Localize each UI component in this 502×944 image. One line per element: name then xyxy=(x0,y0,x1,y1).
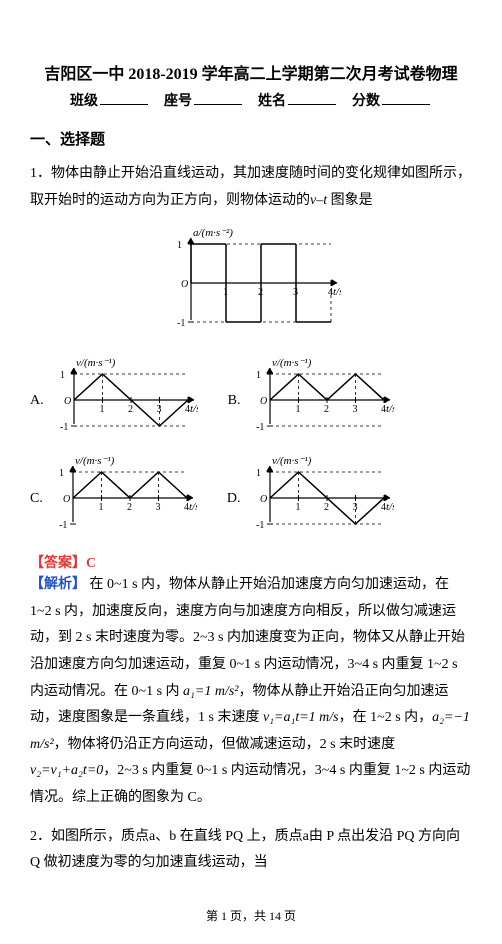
svg-text:v/(m·s⁻¹): v/(m·s⁻¹) xyxy=(272,455,312,467)
svg-text:v/(m·s⁻¹): v/(m·s⁻¹) xyxy=(76,357,116,369)
choice-a-label: A. xyxy=(30,393,44,409)
svg-text:4: 4 xyxy=(328,287,333,298)
svg-text:v/(m·s⁻¹): v/(m·s⁻¹) xyxy=(272,357,312,369)
svg-text:1: 1 xyxy=(59,468,64,479)
q1-var: v–t xyxy=(310,193,327,208)
svg-text:O: O xyxy=(260,396,267,407)
seat-blank xyxy=(194,90,242,105)
svg-text:1: 1 xyxy=(256,468,261,479)
class-label: 班级 xyxy=(70,94,98,109)
svg-text:-1: -1 xyxy=(177,318,185,329)
score-label: 分数 xyxy=(352,94,380,109)
svg-text:4: 4 xyxy=(184,502,189,513)
choice-d-chart: v/(m·s⁻¹) t/s O 1 2 3 4 -1 1 xyxy=(244,454,394,544)
answer-value: C xyxy=(86,556,96,571)
ana-p3: ，在 1~2 s 内， xyxy=(339,710,433,725)
analysis-label: 【解析】 xyxy=(30,577,86,592)
svg-text:a/(m·s⁻²): a/(m·s⁻²) xyxy=(193,227,233,239)
svg-text:2: 2 xyxy=(128,404,133,415)
q1-stem: 物体由静止开始沿直线运动，其加速度随时间的变化规律如图所示，取开始时的运动方向为… xyxy=(30,166,471,208)
q1-top-chart: a/(m·s⁻²)t/sO1234-11 xyxy=(30,226,472,346)
ana-eq1: a₁=1 m/s² xyxy=(183,684,238,699)
choice-row-ab: A. v/(m·s⁻¹) t/s O 1 2 3 4 -1 1 B. v/(m·s⁻¹) t/s O… xyxy=(30,356,472,446)
svg-text:-1: -1 xyxy=(256,520,264,531)
svg-text:3: 3 xyxy=(155,502,160,513)
svg-text:-1: -1 xyxy=(59,520,67,531)
seat-label: 座号 xyxy=(164,94,192,109)
question-2: 2．如图所示，质点a、b 在直线 PQ 上，质点a由 P 点出发沿 PQ 方向向… xyxy=(30,824,472,877)
svg-text:t/s: t/s xyxy=(386,403,394,415)
ana-p4: ，物体将仍沿正方向运动，但做减速运动，2 s 末时速度 xyxy=(54,737,395,752)
svg-text:3: 3 xyxy=(353,404,358,415)
svg-text:1: 1 xyxy=(60,370,65,381)
svg-text:1: 1 xyxy=(296,404,301,415)
name-label: 姓名 xyxy=(258,94,286,109)
choice-b-label: B. xyxy=(228,393,241,409)
ana-p1: 在 0~1 s 内，物体从静止开始沿加速度方向匀加速运动，在 1~2 s 内，加… xyxy=(30,577,465,698)
choice-c-chart: v/(m·s⁻¹) t/s O 1 2 3 4 -1 1 xyxy=(47,454,197,544)
choice-row-cd: C. v/(m·s⁻¹) t/s O 1 2 3 4 -1 1 D. v/(m·s⁻¹) t/s O… xyxy=(30,454,472,544)
section-heading: 一、选择题 xyxy=(30,128,472,149)
svg-text:1: 1 xyxy=(177,240,182,251)
svg-text:-1: -1 xyxy=(60,422,68,433)
svg-text:3: 3 xyxy=(353,502,358,513)
q2-number: 2． xyxy=(30,829,51,844)
svg-text:1: 1 xyxy=(98,502,103,513)
class-blank xyxy=(100,90,148,105)
choice-a-chart: v/(m·s⁻¹) t/s O 1 2 3 4 -1 1 xyxy=(48,356,198,446)
score-blank xyxy=(382,90,430,105)
ana-eq2: v₁=a₁t=1 m/s xyxy=(263,710,339,725)
page-footer: 第 1 页，共 14 页 xyxy=(30,907,472,924)
exam-title: 吉阳区一中 2018-2019 学年高二上学期第二次月考试卷物理 xyxy=(30,60,472,84)
question-1: 1．物体由静止开始沿直线运动，其加速度随时间的变化规律如图所示，取开始时的运动方… xyxy=(30,161,472,214)
answer-label: 【答案】 xyxy=(30,556,86,571)
choice-b-chart: v/(m·s⁻¹) t/s O 1 2 3 4 -1 1 xyxy=(244,356,394,446)
svg-text:O: O xyxy=(181,279,188,290)
svg-text:1: 1 xyxy=(256,370,261,381)
svg-text:2: 2 xyxy=(324,404,329,415)
info-line: 班级 座号 姓名 分数 xyxy=(30,90,472,110)
svg-text:4: 4 xyxy=(381,502,386,513)
q1-number: 1． xyxy=(30,166,51,181)
name-blank xyxy=(288,90,336,105)
choice-d-label: D. xyxy=(227,491,241,507)
svg-text:t/s: t/s xyxy=(189,501,197,513)
svg-text:2: 2 xyxy=(324,502,329,513)
svg-text:-1: -1 xyxy=(256,422,264,433)
svg-text:O: O xyxy=(63,494,70,505)
svg-text:O: O xyxy=(260,494,267,505)
q1-analysis: 【解析】 在 0~1 s 内，物体从静止开始沿加速度方向匀加速运动，在 1~2 … xyxy=(30,572,472,811)
q1-stem-tail: 图象是 xyxy=(331,193,373,208)
svg-text:t/s: t/s xyxy=(333,286,341,298)
svg-text:t/s: t/s xyxy=(190,403,198,415)
svg-text:1: 1 xyxy=(99,404,104,415)
q2-stem: 如图所示，质点a、b 在直线 PQ 上，质点a由 P 点出发沿 PQ 方向向 Q… xyxy=(30,829,460,871)
svg-text:4: 4 xyxy=(381,404,386,415)
svg-text:2: 2 xyxy=(127,502,132,513)
svg-text:1: 1 xyxy=(296,502,301,513)
choice-c-label: C. xyxy=(30,491,43,507)
svg-text:3: 3 xyxy=(156,404,161,415)
svg-text:t/s: t/s xyxy=(386,501,394,513)
svg-text:v/(m·s⁻¹): v/(m·s⁻¹) xyxy=(75,455,115,467)
svg-text:4: 4 xyxy=(185,404,190,415)
ana-eq4: v₂=v₁+a₂t=0 xyxy=(30,763,103,778)
q1-answer-line: 【答案】C xyxy=(30,552,472,572)
svg-text:O: O xyxy=(64,396,71,407)
